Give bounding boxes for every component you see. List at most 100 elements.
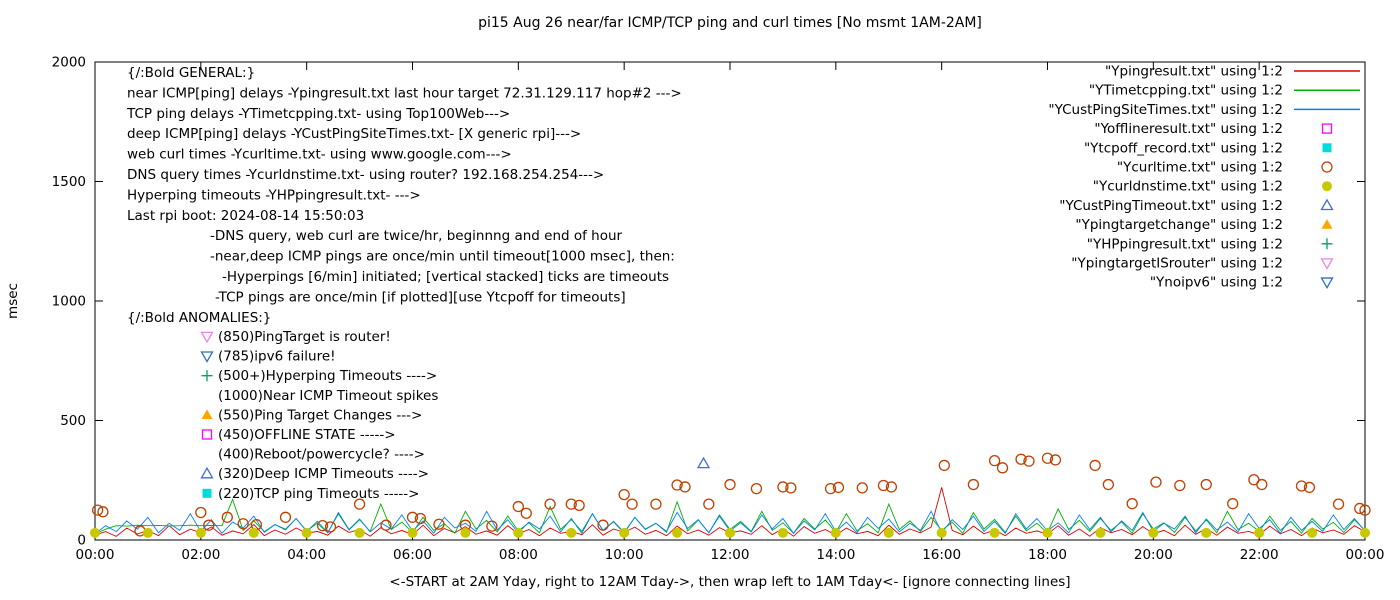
circle-open-marker [1295, 480, 1308, 492]
circle-open-marker [750, 482, 763, 495]
circle-open-marker [724, 478, 736, 491]
circle-open-marker [195, 506, 207, 519]
circle-open-marker [380, 519, 392, 531]
anomalies-header: {/:Bold ANOMALIES:} [127, 310, 271, 326]
circle-filled-marker [1307, 527, 1318, 538]
y-tick-label: 1000 [52, 294, 86, 310]
circle-filled-marker [672, 527, 683, 538]
general-line: -DNS query, web curl are twice/hr, begin… [210, 228, 623, 244]
general-header: {/:Bold GENERAL:} [127, 65, 255, 81]
circle-open-marker [1089, 459, 1101, 472]
legend-label: "Ycurltime.txt" using 1:2 [1117, 160, 1283, 176]
series-scatter-Ycurldnstime.txt [90, 527, 1370, 538]
legend: "Ypingresult.txt" using 1:2 "YTimetcpping… [1048, 64, 1360, 291]
x-tick-label: 04:00 [287, 547, 326, 563]
general-line: -Hyperpings [6/min] initiated; [vertical… [222, 269, 669, 285]
circle-open-marker [1200, 478, 1212, 491]
circle-open-marker [650, 498, 662, 510]
anomaly-line: (320)Deep ICMP Timeouts ----> [218, 466, 429, 482]
series-scatter-YCustPingTimeout.txt [696, 456, 711, 469]
circle-open-marker [237, 518, 249, 530]
circle-open-marker [203, 519, 215, 531]
circle-filled-marker [619, 527, 630, 538]
circle-open-marker [1332, 498, 1345, 510]
square-open-marker [1321, 123, 1333, 134]
general-line: web curl times -Ycurltime.txt- using www… [127, 147, 512, 163]
anomaly-line: (400)Reboot/powercycle? ----> [218, 447, 425, 463]
circle-filled-marker [1095, 527, 1106, 538]
circle-filled-marker [90, 527, 100, 538]
circle-filled-marker [407, 527, 418, 538]
y-tick-label: 1500 [52, 174, 86, 190]
circle-filled-marker [1360, 527, 1370, 538]
circle-open-marker [1354, 502, 1366, 515]
triangle-up-open-marker [200, 466, 214, 479]
y-tick-label: 500 [60, 413, 86, 429]
x-tick-label: 18:00 [1028, 547, 1067, 563]
y-tick-label: 0 [77, 533, 86, 549]
legend-label: "YCustPingSiteTimes.txt" using 1:2 [1048, 102, 1283, 118]
series-scatter-Ycurltime.txt [91, 452, 1371, 537]
circle-open-marker [544, 498, 556, 510]
circle-open-marker [565, 498, 577, 510]
x-tick-label: 12:00 [711, 547, 750, 563]
circle-filled-marker [460, 527, 471, 538]
circle-open-marker [1049, 454, 1062, 466]
circle-open-marker [573, 499, 585, 511]
circle-open-marker [1102, 478, 1115, 491]
circle-open-marker [679, 481, 691, 493]
circle-open-marker [1303, 481, 1316, 494]
x-tick-label: 16:00 [922, 547, 961, 563]
plus-marker [201, 370, 213, 382]
circle-open-marker [824, 482, 837, 495]
circle-filled-marker [1148, 527, 1159, 538]
circle-open-marker [91, 504, 104, 516]
circle-filled-marker [725, 527, 735, 538]
circle-open-marker [97, 506, 109, 518]
legend-label: "Ypingresult.txt" using 1:2 [1105, 64, 1283, 80]
general-line: Hyperping timeouts -YHPpingresult.txt- -… [127, 187, 421, 203]
legend-label: "YpingtargetISrouter" using 1:2 [1071, 256, 1283, 272]
legend-label: "Ynoipv6" using 1:2 [1150, 275, 1283, 291]
general-line: Last rpi boot: 2024-08-14 15:50:03 [127, 208, 364, 224]
circle-open-marker [885, 481, 898, 493]
circle-filled-marker [142, 527, 153, 538]
circle-filled-marker [936, 527, 947, 538]
triangle-up-filled-marker [1321, 219, 1333, 229]
general-line: TCP ping delays -YTimetcpping.txt- using… [126, 106, 510, 122]
anomaly-line: (850)PingTarget is router! [218, 329, 391, 345]
square-filled-marker [1322, 143, 1332, 153]
x-tick-label: 22:00 [1240, 547, 1279, 563]
legend-label: "YHPpingresult.txt" using 1:2 [1087, 236, 1283, 252]
triangle-up-filled-marker [201, 409, 213, 420]
general-line: -TCP pings are once/min [if plotted][use… [215, 289, 626, 305]
circle-open-marker [1359, 504, 1371, 516]
triangle-down-open-marker [1320, 277, 1334, 290]
anomaly-line: (500+)Hyperping Timeouts ----> [218, 368, 437, 384]
triangle-up-open-marker [1320, 198, 1334, 211]
circle-open-marker [626, 498, 638, 510]
legend-label: "YTimetcpping.txt" using 1:2 [1089, 83, 1283, 99]
circle-open-marker [856, 482, 868, 494]
circle-open-marker [1321, 161, 1333, 173]
circle-open-marker [996, 462, 1009, 474]
legend-label: "Ypingtargetchange" using 1:2 [1075, 217, 1283, 233]
circle-open-marker [316, 520, 329, 532]
circle-open-marker [597, 519, 609, 531]
general-line: -near,deep ICMP pings are once/min until… [210, 249, 675, 265]
circle-filled-marker [1201, 527, 1212, 538]
x-tick-label: 00:00 [1346, 547, 1385, 563]
anomaly-line: (220)TCP ping Timeouts -----> [218, 486, 420, 502]
circle-open-marker [967, 478, 980, 491]
general-annotations: {/:Bold GENERAL:} near ICMP[ping] delays … [126, 65, 682, 305]
x-tick-label: 00:00 [76, 547, 115, 563]
circle-open-marker [279, 511, 292, 523]
circle-filled-marker [777, 527, 788, 538]
legend-label: "Yofflineresult.txt" using 1:2 [1094, 121, 1283, 137]
circle-open-marker [512, 500, 524, 513]
circle-open-marker [1150, 476, 1162, 488]
x-tick-label: 10:00 [605, 547, 644, 563]
circle-open-marker [938, 459, 950, 472]
triangle-down-open-marker [200, 331, 214, 344]
